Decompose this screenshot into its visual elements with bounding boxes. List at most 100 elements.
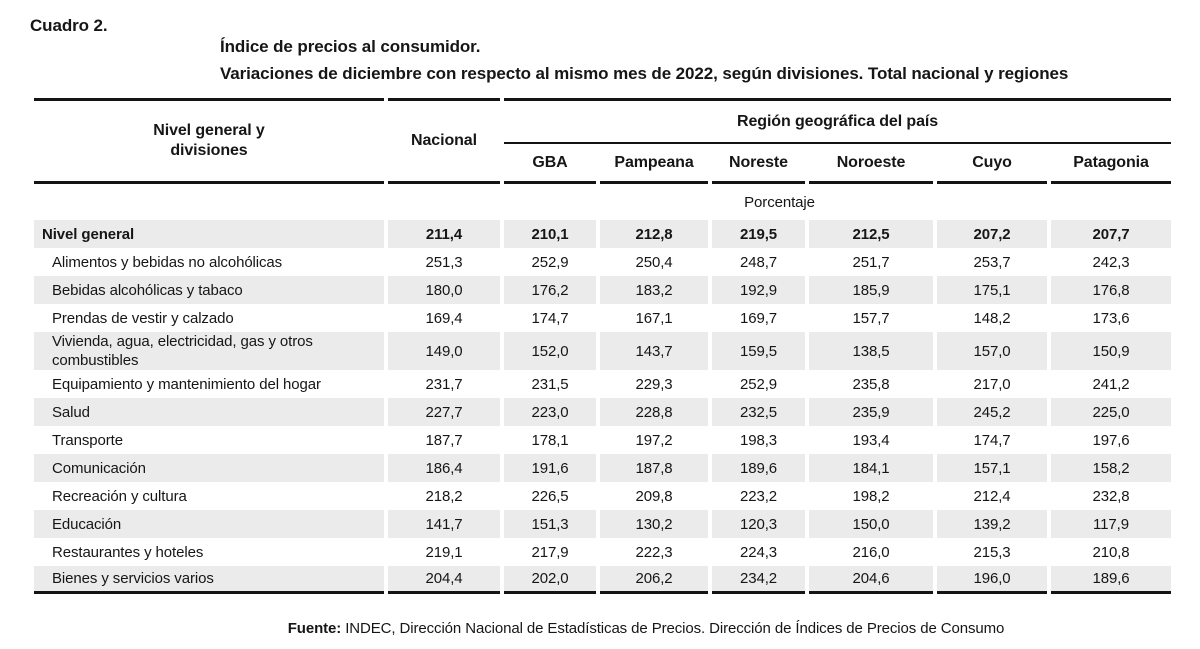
value-cell: 216,0 bbox=[852, 543, 890, 561]
value-cell: 235,8 bbox=[852, 375, 890, 393]
source-text: INDEC, Dirección Nacional de Estadística… bbox=[341, 620, 1005, 637]
value-cell: 117,9 bbox=[1051, 510, 1172, 538]
value-cell: 157,0 bbox=[937, 332, 1047, 370]
row-label: Prendas de vestir y calzado bbox=[52, 309, 234, 327]
row-label: Equipamiento y mantenimiento del hogar bbox=[52, 375, 321, 393]
value-cell: 241,2 bbox=[1092, 375, 1130, 393]
table-row: Vivienda, agua, electricidad, gas y otro… bbox=[34, 332, 1172, 370]
table-row: Equipamiento y mantenimiento del hogar 23… bbox=[34, 370, 1171, 398]
column-header-nacional: Nacional bbox=[388, 98, 500, 184]
value-cell: 242,3 bbox=[1092, 253, 1130, 271]
value-cell: 167,1 bbox=[635, 309, 673, 327]
value-cell: 232,5 bbox=[712, 398, 805, 426]
row-label: Alimentos y bebidas no alcohólicas bbox=[52, 253, 283, 271]
row-label: Bienes y servicios varios bbox=[34, 566, 384, 594]
value-cell: 210,8 bbox=[1092, 543, 1130, 561]
value-cell: 174,7 bbox=[531, 309, 569, 327]
value-cell: 138,5 bbox=[809, 332, 933, 370]
value-cell: 225,0 bbox=[1051, 398, 1172, 426]
value-cell: 227,7 bbox=[388, 398, 500, 426]
value-cell: 192,9 bbox=[712, 276, 805, 304]
value-cell: 217,9 bbox=[531, 543, 569, 561]
title-line-1: Índice de precios al consumidor. bbox=[220, 37, 481, 56]
divisions-header-line-2: divisiones bbox=[170, 142, 248, 159]
value-cell: 169,7 bbox=[739, 309, 778, 327]
value-cell: 224,3 bbox=[739, 543, 778, 561]
value-cell: 197,6 bbox=[1092, 431, 1130, 449]
value-cell: 209,8 bbox=[635, 487, 673, 505]
value-cell: 150,0 bbox=[809, 510, 933, 538]
value-cell: 175,1 bbox=[937, 276, 1047, 304]
value-cell: 231,7 bbox=[425, 375, 463, 393]
column-header-noreste: Noreste bbox=[712, 144, 805, 184]
header-row-2: GBA Pampeana Noreste Noroeste Cuyo Patag… bbox=[34, 144, 1172, 184]
value-cell: 245,2 bbox=[937, 398, 1047, 426]
ipc-table: Nivel general y divisiones Nacional Regi… bbox=[30, 98, 1175, 594]
column-header-gba: GBA bbox=[504, 144, 596, 184]
source-note: Fuente: INDEC, Dirección Nacional de Est… bbox=[92, 620, 1200, 637]
unit-row: Porcentaje bbox=[34, 184, 1171, 220]
table-header: Nivel general y divisiones Nacional Regi… bbox=[34, 98, 1172, 184]
table-row: Comunicación 186,4 191,6 187,8 189,6 184,1 157… bbox=[34, 454, 1172, 482]
unit-row-spacer bbox=[34, 184, 384, 220]
value-cell: 158,2 bbox=[1051, 454, 1172, 482]
region-group-header: Región geográfica del país bbox=[504, 98, 1172, 144]
value-cell: 198,2 bbox=[852, 487, 890, 505]
value-cell: 231,5 bbox=[531, 375, 569, 393]
value-cell: 223,0 bbox=[504, 398, 596, 426]
value-cell: 212,8 bbox=[600, 220, 708, 248]
row-label: Restaurantes y hoteles bbox=[52, 543, 204, 561]
value-cell: 196,0 bbox=[937, 566, 1047, 594]
table-row: Transporte 187,7 178,1 197,2 198,3 193,4 174,7… bbox=[34, 426, 1171, 454]
header-row-1: Nivel general y divisiones Nacional Regi… bbox=[34, 98, 1172, 184]
value-cell: 180,0 bbox=[388, 276, 500, 304]
table-row: Bebidas alcohólicas y tabaco 180,0 176,2 18… bbox=[34, 276, 1172, 304]
value-cell: 250,4 bbox=[635, 253, 673, 271]
table-row: Salud 227,7 223,0 228,8 232,5 235,9 245,2 225,0 bbox=[34, 398, 1172, 426]
value-cell: 139,2 bbox=[937, 510, 1047, 538]
value-cell: 152,0 bbox=[504, 332, 596, 370]
value-cell: 173,6 bbox=[1092, 309, 1130, 327]
value-cell: 143,7 bbox=[600, 332, 708, 370]
value-cell: 157,7 bbox=[852, 309, 890, 327]
value-cell: 174,7 bbox=[973, 431, 1011, 449]
value-cell: 187,7 bbox=[425, 431, 463, 449]
value-cell: 217,0 bbox=[973, 375, 1011, 393]
row-label: Salud bbox=[34, 398, 384, 426]
row-label: Vivienda, agua, electricidad, gas y otro… bbox=[34, 332, 384, 370]
value-cell: 151,3 bbox=[504, 510, 596, 538]
value-cell: 193,4 bbox=[852, 431, 890, 449]
value-cell: 189,6 bbox=[712, 454, 805, 482]
value-cell: 157,1 bbox=[937, 454, 1047, 482]
value-cell: 211,4 bbox=[388, 220, 500, 248]
column-header-cuyo: Cuyo bbox=[937, 144, 1047, 184]
table-body-rows: Porcentaje Nivel general 211,4 210,1 212,8 2… bbox=[34, 184, 1172, 594]
value-cell: 204,4 bbox=[388, 566, 500, 594]
value-cell: 223,2 bbox=[739, 487, 778, 505]
table-row: Alimentos y bebidas no alcohólicas 251,3 2… bbox=[34, 248, 1171, 276]
value-cell: 185,9 bbox=[809, 276, 933, 304]
value-cell: 189,6 bbox=[1051, 566, 1172, 594]
value-cell: 184,1 bbox=[809, 454, 933, 482]
value-cell: 148,2 bbox=[973, 309, 1011, 327]
value-cell: 159,5 bbox=[712, 332, 805, 370]
value-cell: 150,9 bbox=[1051, 332, 1172, 370]
row-label: Educación bbox=[34, 510, 384, 538]
value-cell: 169,4 bbox=[425, 309, 463, 327]
value-cell: 248,7 bbox=[739, 253, 778, 271]
value-cell: 207,7 bbox=[1051, 220, 1172, 248]
value-cell: 191,6 bbox=[504, 454, 596, 482]
row-label: Bebidas alcohólicas y tabaco bbox=[34, 276, 384, 304]
table-row: Nivel general 211,4 210,1 212,8 219,5 212,5 20… bbox=[34, 220, 1172, 248]
value-cell: 228,8 bbox=[600, 398, 708, 426]
value-cell: 183,2 bbox=[600, 276, 708, 304]
value-cell: 149,0 bbox=[388, 332, 500, 370]
value-cell: 130,2 bbox=[600, 510, 708, 538]
row-label: Nivel general bbox=[34, 220, 384, 248]
value-cell: 204,6 bbox=[809, 566, 933, 594]
row-label: Recreación y cultura bbox=[52, 487, 187, 505]
title-line-2: Variaciones de diciembre con respecto al… bbox=[220, 64, 1069, 83]
value-cell: 219,5 bbox=[712, 220, 805, 248]
divisions-header-line-1: Nivel general y bbox=[153, 122, 265, 139]
